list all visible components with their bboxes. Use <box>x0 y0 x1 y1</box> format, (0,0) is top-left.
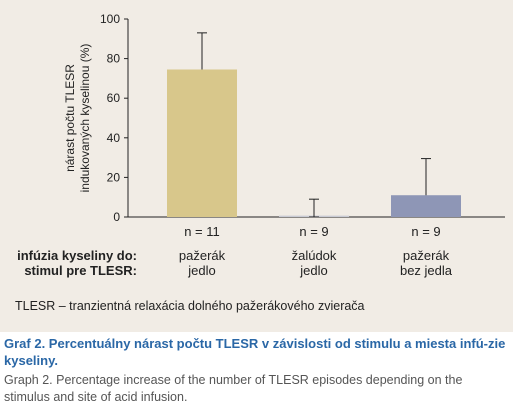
y-axis-label-line-2: indukovaných kyselinou (%) <box>78 44 92 193</box>
bar <box>167 69 237 218</box>
y-tick-label: 40 <box>107 131 121 145</box>
figure-panel <box>0 0 513 332</box>
y-axis-label-line-1: nárast počtu TLESR <box>63 64 77 172</box>
bar-chart: 0 20 40 60 80 100 nárast počtu TLESR indukova… <box>63 12 505 224</box>
y-tick-label: 80 <box>107 52 121 66</box>
y-tick-label: 20 <box>107 170 121 184</box>
category-2-line-2: jedlo <box>300 263 328 278</box>
row-label-stimulus: stimul pre TLESR: <box>24 263 137 278</box>
n-label-2: n = 9 <box>299 224 329 239</box>
category-3-line-1: pažerák <box>402 248 450 263</box>
y-axis: 0 20 40 60 80 100 <box>100 12 505 224</box>
y-tick-label: 60 <box>107 91 121 105</box>
n-label-3: n = 9 <box>411 224 441 239</box>
category-2-line-1: žalúdok <box>291 248 337 263</box>
category-1-line-2: jedlo <box>188 263 216 278</box>
bars <box>167 69 461 218</box>
footnote: TLESR – tranzientná relaxácia dolného pa… <box>15 299 365 313</box>
caption-english: Graph 2. Percentage increase of the numb… <box>4 373 463 404</box>
bar <box>391 195 461 217</box>
category-1-line-1: pažerák <box>178 248 226 263</box>
category-3-line-2: bez jedla <box>399 263 453 278</box>
caption-slovak: Graf 2. Percentuálny nárast počtu TLESR … <box>4 336 506 368</box>
y-tick-label: 100 <box>100 12 120 26</box>
error-bars <box>197 32 431 218</box>
row-label-infusion: infúzia kyseliny do: <box>17 248 137 263</box>
y-tick-label: 0 <box>113 210 120 224</box>
n-label-1: n = 11 <box>184 224 220 239</box>
